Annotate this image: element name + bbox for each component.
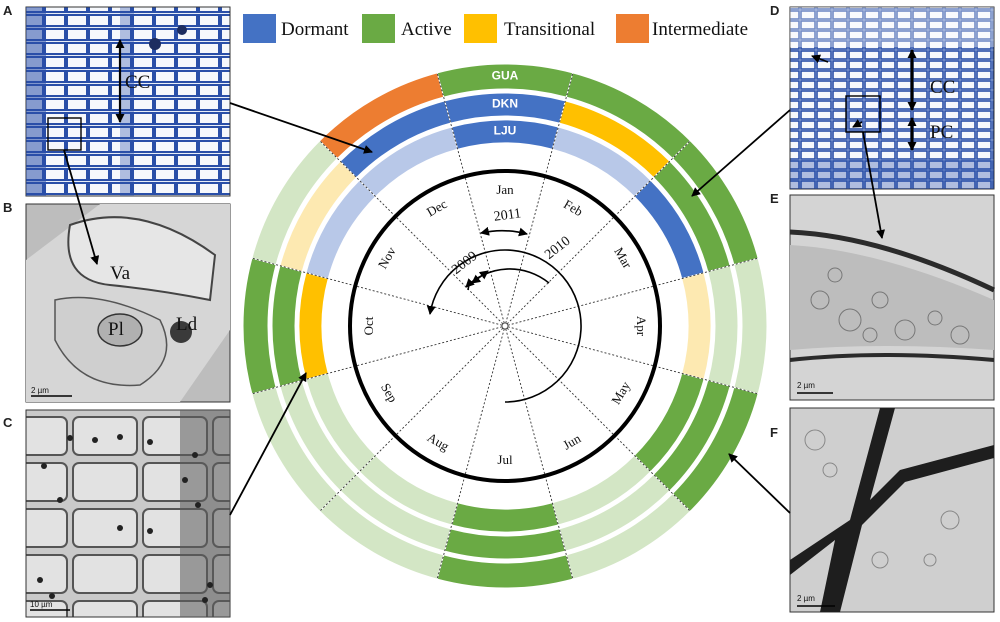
site-label-dkn: DKN	[492, 97, 518, 111]
month-label-dec: Dec	[424, 196, 450, 220]
month-dividers	[251, 72, 759, 580]
legend-label-intermediate: Intermediate	[652, 19, 748, 40]
legend-swatch-active	[362, 14, 395, 43]
site-label-gua: GUA	[492, 69, 519, 83]
legend-item-intermediate: Intermediate	[616, 14, 748, 43]
panel-d-image	[789, 6, 995, 190]
ring-segment-lju-jul	[451, 502, 559, 533]
month-divider	[436, 72, 505, 324]
legend-label-transitional: Transitional	[504, 19, 595, 40]
month-label-sep: Sep	[378, 381, 401, 405]
panel-c: 10 µm C	[3, 409, 231, 618]
panel-d-label-pc: PC	[930, 122, 953, 143]
panel-a-label-cc: CC	[125, 72, 150, 93]
calendar-center	[501, 322, 509, 330]
ring-segment-lju-dec	[358, 126, 459, 198]
panel-d-label-cc: CC	[930, 77, 955, 98]
panel-b-scale-label: 2 µm	[31, 386, 49, 395]
year-label-2009: 2009	[449, 249, 480, 278]
ring-segment-dkn-dec	[339, 100, 452, 179]
ring-segment-lju-apr	[681, 272, 712, 380]
legend-item-transitional: Transitional	[464, 14, 595, 43]
ring-segment-dkn-apr	[707, 265, 739, 387]
ring-segment-dkn-oct	[271, 265, 303, 387]
ring-segment-lju-oct	[298, 272, 329, 380]
panel-e-letter: E	[770, 191, 779, 206]
month-divider	[506, 140, 691, 325]
panel-a-letter: A	[3, 3, 13, 18]
calendar-outer-circle	[348, 169, 662, 483]
panel-e-scale-label: 2 µm	[797, 381, 815, 390]
arrow-a-to-ring	[229, 102, 373, 154]
panel-b-label-ld: Ld	[176, 314, 198, 335]
year-arc-2010	[426, 249, 582, 403]
ring-segment-gua-dec	[319, 72, 445, 160]
panel-a: CC A	[3, 3, 231, 197]
legend-label-dormant: Dormant	[281, 19, 349, 40]
arrow-a-to-b	[63, 149, 100, 265]
month-label-jan: Jan	[496, 182, 514, 197]
panel-b-letter: B	[3, 200, 12, 215]
month-label-nov: Nov	[375, 244, 399, 271]
year-arc-2011	[480, 226, 528, 237]
month-divider	[507, 257, 759, 326]
year-label-2010: 2010	[542, 234, 573, 263]
panel-e: 2 µm E	[770, 191, 996, 401]
panel-b: Va Pl Ld 2 µm B	[3, 200, 231, 403]
month-label-apr: Apr	[634, 316, 649, 337]
year-arc-2009-stub	[467, 282, 470, 291]
month-divider	[251, 257, 503, 326]
month-divider	[436, 328, 505, 580]
arrow-f-to-ring	[728, 453, 791, 514]
panel-d: CC PC D	[770, 3, 995, 190]
year-arc-2009	[471, 270, 489, 284]
legend: Dormant Active Transitional Intermediate	[243, 14, 748, 43]
month-label-feb: Feb	[561, 196, 585, 219]
arrow-d-to-e	[862, 131, 886, 239]
phenology-ring-chart: Jan Feb Mar Apr May Jun Jul Aug Sep Oct Nov Dec GUA…	[242, 63, 768, 589]
month-divider	[505, 72, 574, 324]
month-label-aug: Aug	[425, 430, 452, 454]
month-label-oct: Oct	[361, 316, 376, 335]
site-labels: GUA DKN LJU	[492, 69, 519, 138]
panel-b-label-pl: Pl	[108, 319, 124, 340]
panel-a-image	[25, 6, 231, 197]
panel-f-letter: F	[770, 425, 778, 440]
ring-segment-gua-apr	[733, 257, 768, 395]
legend-item-active: Active	[362, 14, 452, 43]
site-label-lju: LJU	[494, 124, 517, 138]
month-divider	[319, 140, 504, 325]
legend-swatch-intermediate	[616, 14, 649, 43]
ring-segment-gua-oct	[242, 257, 277, 395]
arrow-c-to-ring	[229, 372, 307, 516]
month-divider	[505, 328, 574, 580]
month-label-jun: Jun	[560, 430, 584, 452]
panel-b-label-va: Va	[110, 263, 131, 284]
ring-segment-gua-jul	[436, 554, 574, 589]
legend-swatch-transitional	[464, 14, 497, 43]
month-label-jul: Jul	[497, 452, 513, 467]
panel-f-image	[789, 407, 995, 613]
panel-c-scale-label: 10 µm	[30, 600, 53, 609]
month-label-mar: Mar	[611, 245, 635, 272]
month-divider	[507, 326, 759, 395]
arrow-d-to-ring	[691, 109, 791, 197]
connector-arrows	[63, 102, 886, 516]
panel-d-letter: D	[770, 3, 779, 18]
panel-c-letter: C	[3, 415, 13, 430]
legend-item-dormant: Dormant	[243, 14, 349, 43]
year-label-2011: 2011	[493, 206, 522, 225]
month-label-may: May	[608, 378, 633, 407]
legend-label-active: Active	[401, 19, 452, 40]
month-divider	[506, 327, 691, 512]
panel-f: 2 µm F	[770, 407, 995, 613]
month-divider	[319, 327, 504, 512]
ring-segments	[242, 63, 768, 589]
month-divider	[251, 326, 503, 395]
month-labels: Jan Feb Mar Apr May Jun Jul Aug Sep Oct Nov Dec	[361, 182, 649, 467]
legend-swatch-dormant	[243, 14, 276, 43]
panel-f-scale-label: 2 µm	[797, 594, 815, 603]
ring-segment-dkn-jul	[444, 528, 566, 560]
